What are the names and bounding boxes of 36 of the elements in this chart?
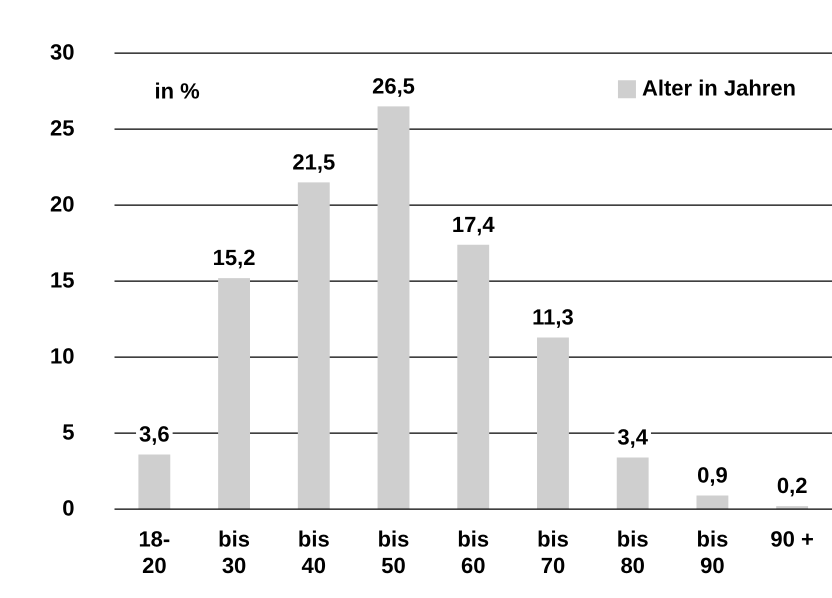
bar: [616, 458, 649, 509]
annotation: in %: [154, 78, 200, 104]
x-tick-label: bis 90: [696, 526, 728, 578]
y-tick-label: 5: [62, 419, 74, 444]
data-label: 15,2: [212, 245, 256, 270]
bar: [218, 278, 250, 509]
y-tick-label: 15: [50, 267, 74, 292]
x-tick-label: 18- 20: [138, 526, 170, 578]
x-tick-label: bis 70: [537, 526, 569, 578]
y-tick-label: 20: [50, 191, 74, 216]
y-tick-label: 30: [50, 39, 74, 64]
x-tick-label: 90 +: [770, 526, 814, 552]
legend-label: Alter in Jahren: [642, 75, 796, 100]
data-label: 21,5: [292, 149, 336, 174]
bar: [537, 337, 569, 509]
bar: [298, 182, 330, 509]
bar: [378, 106, 410, 509]
bar: [138, 454, 170, 509]
bar: [457, 244, 490, 509]
data-label: 0,9: [697, 462, 728, 488]
bar: [696, 496, 728, 509]
data-label: 3,6: [139, 422, 170, 447]
data-label: 3,4: [617, 424, 649, 450]
data-label: 0,2: [776, 473, 808, 498]
data-label: 11,3: [532, 304, 574, 330]
x-tick-label: bis 40: [298, 526, 330, 578]
x-tick-label: bis 60: [457, 526, 490, 578]
y-tick-label: 25: [50, 115, 74, 140]
data-label: 26,5: [372, 73, 415, 98]
x-tick-label: bis 50: [378, 526, 410, 578]
x-tick-label: bis 30: [218, 526, 250, 578]
y-tick-label: 0: [62, 495, 74, 520]
bar: [776, 506, 808, 509]
y-tick-label: 10: [50, 343, 74, 368]
x-tick-label: bis 80: [616, 526, 649, 578]
data-label: 17,4: [452, 212, 496, 237]
